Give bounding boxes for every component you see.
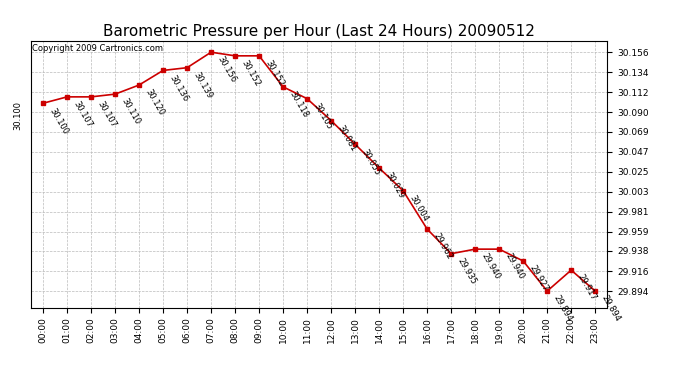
Text: 30.136: 30.136 bbox=[167, 73, 190, 103]
Text: 30.081: 30.081 bbox=[335, 123, 357, 153]
Text: 29.935: 29.935 bbox=[455, 256, 477, 286]
Text: 30.107: 30.107 bbox=[71, 100, 94, 129]
Text: 30.118: 30.118 bbox=[287, 90, 310, 119]
Text: 30.152: 30.152 bbox=[239, 58, 262, 88]
Text: 29.894: 29.894 bbox=[600, 294, 622, 324]
Text: 30.139: 30.139 bbox=[191, 70, 214, 100]
Text: 30.156: 30.156 bbox=[215, 55, 237, 85]
Text: 30.152: 30.152 bbox=[264, 58, 286, 88]
Text: 29.927: 29.927 bbox=[527, 264, 550, 293]
Text: 30.120: 30.120 bbox=[144, 88, 166, 117]
Text: 30.029: 30.029 bbox=[384, 171, 406, 200]
Text: 30.100: 30.100 bbox=[13, 101, 22, 130]
Text: 29.940: 29.940 bbox=[480, 252, 502, 281]
Text: 30.110: 30.110 bbox=[119, 97, 141, 126]
Text: 29.917: 29.917 bbox=[575, 273, 598, 303]
Title: Barometric Pressure per Hour (Last 24 Hours) 20090512: Barometric Pressure per Hour (Last 24 Ho… bbox=[104, 24, 535, 39]
Text: 30.100: 30.100 bbox=[47, 106, 70, 136]
Text: 29.962: 29.962 bbox=[431, 232, 453, 261]
Text: 29.894: 29.894 bbox=[551, 294, 573, 324]
Text: 30.004: 30.004 bbox=[407, 194, 430, 223]
Text: 30.107: 30.107 bbox=[95, 100, 117, 129]
Text: 29.940: 29.940 bbox=[503, 252, 526, 281]
Text: 30.105: 30.105 bbox=[311, 102, 333, 131]
Text: Copyright 2009 Cartronics.com: Copyright 2009 Cartronics.com bbox=[32, 44, 164, 53]
Text: 30.055: 30.055 bbox=[359, 147, 382, 177]
